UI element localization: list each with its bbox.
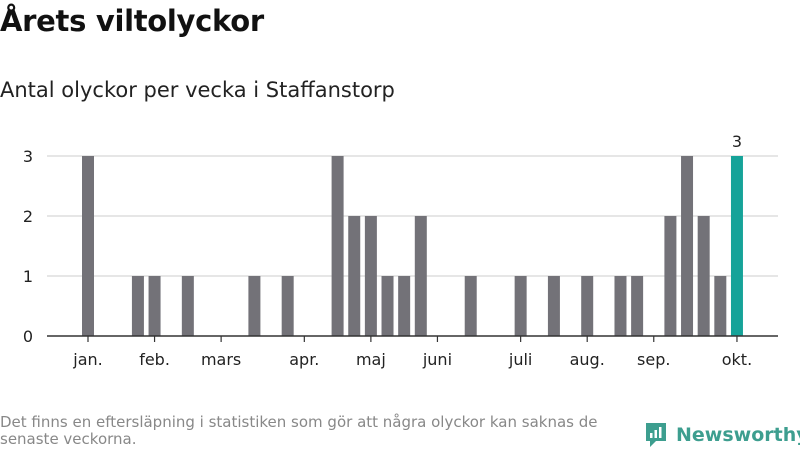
footnote: Det finns en eftersläpning i statistiken…	[0, 413, 598, 448]
bar	[581, 276, 594, 336]
brand-name: Newsworthy	[676, 424, 800, 446]
bar	[364, 216, 377, 336]
bar	[614, 276, 627, 336]
x-tick-label: mars	[201, 350, 241, 369]
x-tick-label: jan.	[72, 350, 102, 369]
bar	[331, 156, 344, 336]
bar-highlight	[730, 156, 743, 336]
bar	[681, 156, 694, 336]
x-tick-label: apr.	[289, 350, 319, 369]
bar	[464, 276, 477, 336]
bar	[181, 276, 194, 336]
bar	[631, 276, 644, 336]
bar	[248, 276, 261, 336]
x-tick-label: feb.	[139, 350, 170, 369]
bar	[398, 276, 411, 336]
chart-subtitle: Antal olyckor per vecka i Staffanstorp	[0, 78, 395, 102]
x-tick-label: aug.	[570, 350, 605, 369]
brand-logo[interactable]: Newsworthy	[644, 420, 800, 450]
y-tick-label: 3	[23, 147, 33, 166]
newsworthy-logo-icon	[646, 423, 666, 447]
bar-chart: 0 1 2 3 jan. feb. mars apr. maj juni juli aug. sep. o…	[23, 132, 778, 369]
bar	[131, 276, 144, 336]
x-tick-label: maj	[356, 350, 386, 369]
bar	[697, 216, 710, 336]
chart-title: Årets viltolyckor	[0, 4, 264, 38]
y-tick-label: 1	[23, 267, 33, 286]
bar	[714, 276, 727, 336]
y-tick-label: 0	[23, 327, 33, 346]
bar	[381, 276, 394, 336]
bar	[82, 156, 94, 336]
highlight-data-label: 3	[732, 132, 742, 151]
x-tick-label: okt.	[722, 350, 752, 369]
y-tick-label: 2	[23, 207, 33, 226]
bar	[514, 276, 527, 336]
bar	[348, 216, 361, 336]
x-tick-label: juni	[422, 350, 452, 369]
x-tick-label: sep.	[637, 350, 670, 369]
bar	[547, 276, 560, 336]
bar	[281, 276, 294, 336]
bar	[414, 216, 427, 336]
x-tick-label: juli	[508, 350, 532, 369]
bar	[148, 276, 161, 336]
bar	[664, 216, 677, 336]
